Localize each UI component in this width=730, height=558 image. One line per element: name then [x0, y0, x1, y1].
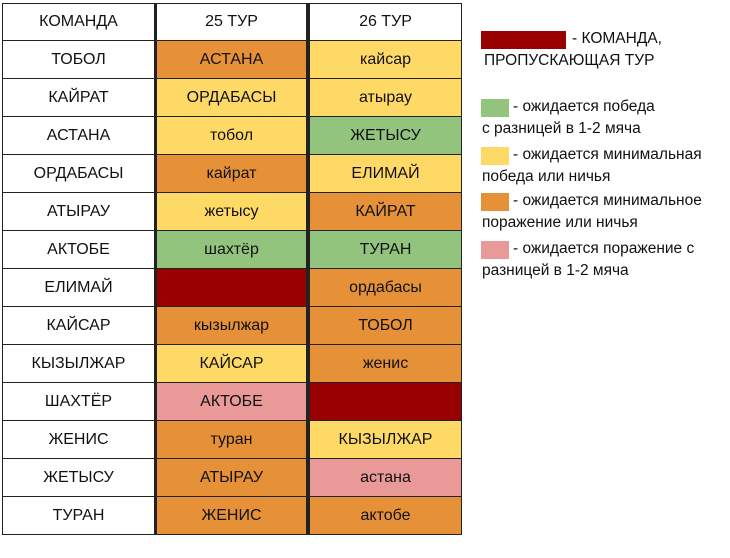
team-name-cell: ЕЛИМАЙ: [2, 269, 155, 307]
team-name-cell: КАЙСАР: [2, 307, 155, 345]
legend-swatch-darkred: [481, 31, 566, 49]
round-26-opponent-cell: астана: [308, 459, 462, 497]
team-name-cell: АСТАНА: [2, 117, 155, 155]
legend-swatch-pink: [481, 241, 509, 259]
team-name-cell: КАЙРАТ: [2, 79, 155, 117]
table-row: АТЫРАУ жетысу КАЙРАТ: [2, 193, 462, 231]
round-26-opponent-cell: ЖЕТЫСУ: [308, 117, 462, 155]
legend-swatch-orange: [481, 193, 509, 211]
legend-text-line1: - ожидается минимальная: [513, 146, 702, 163]
table-row: ТОБОЛ АСТАНА кайсар: [2, 41, 462, 79]
round-25-opponent-cell: АСТАНА: [155, 41, 308, 79]
header-round-26: 26 ТУР: [308, 3, 462, 41]
team-name-cell: АКТОБЕ: [2, 231, 155, 269]
round-26-opponent-cell: КАЙРАТ: [308, 193, 462, 231]
round-25-opponent-cell: КАЙСАР: [155, 345, 308, 383]
round-25-opponent-cell: шахтёр: [155, 231, 308, 269]
round-25-opponent-cell: туран: [155, 421, 308, 459]
table-row: ТУРАН ЖЕНИС актобе: [2, 497, 462, 535]
legend-text-line1: - ожидается победа: [513, 98, 655, 115]
round-26-opponent-cell: ТУРАН: [308, 231, 462, 269]
team-name-cell: КЫЗЫЛЖАР: [2, 345, 155, 383]
legend-text-line2: ПРОПУСКАЮЩАЯ ТУР: [484, 52, 655, 69]
round-25-opponent-cell: АКТОБЕ: [155, 383, 308, 421]
round-26-opponent-cell: женис: [308, 345, 462, 383]
header-team: КОМАНДА: [2, 3, 155, 41]
round-26-opponent-cell: актобе: [308, 497, 462, 535]
round-25-opponent-cell: кызылжар: [155, 307, 308, 345]
team-name-cell: ЖЕНИС: [2, 421, 155, 459]
table-row: КАЙРАТ ОРДАБАСЫ атырау: [2, 79, 462, 117]
legend-text-line1: - ожидается поражение с: [513, 240, 695, 257]
table-row: АСТАНА тобол ЖЕТЫСУ: [2, 117, 462, 155]
team-name-cell: ТУРАН: [2, 497, 155, 535]
round-25-opponent-cell: ЖЕНИС: [155, 497, 308, 535]
table-row: КАЙСАР кызылжар ТОБОЛ: [2, 307, 462, 345]
round-26-opponent-cell: ЕЛИМАЙ: [308, 155, 462, 193]
legend-text-line2: поражение или ничья: [482, 214, 638, 231]
table-row: ЕЛИМАЙ ордабасы: [2, 269, 462, 307]
header-round-25: 25 ТУР: [155, 3, 308, 41]
table-row: КЫЗЫЛЖАР КАЙСАР женис: [2, 345, 462, 383]
team-name-cell: ШАХТЁР: [2, 383, 155, 421]
team-name-cell: АТЫРАУ: [2, 193, 155, 231]
table-header-row: КОМАНДА 25 ТУР 26 ТУР: [2, 3, 462, 41]
table-row: ОРДАБАСЫ кайрат ЕЛИМАЙ: [2, 155, 462, 193]
legend-text-line1: - КОМАНДА,: [572, 30, 662, 47]
round-26-opponent-cell: [308, 383, 462, 421]
round-25-opponent-cell: тобол: [155, 117, 308, 155]
team-name-cell: ТОБОЛ: [2, 41, 155, 79]
legend-text-line2: с разницей в 1-2 мяча: [482, 120, 641, 137]
round-25-opponent-cell: АТЫРАУ: [155, 459, 308, 497]
team-name-cell: ОРДАБАСЫ: [2, 155, 155, 193]
table-row: ЖЕНИС туран КЫЗЫЛЖАР: [2, 421, 462, 459]
round-26-opponent-cell: атырау: [308, 79, 462, 117]
round-26-opponent-cell: КЫЗЫЛЖАР: [308, 421, 462, 459]
round-25-opponent-cell: [155, 269, 308, 307]
legend-swatch-yellow: [481, 147, 509, 165]
legend-text-line2: победа или ничья: [482, 168, 611, 185]
round-26-opponent-cell: ТОБОЛ: [308, 307, 462, 345]
legend-text-line2: разницей в 1-2 мяча: [482, 262, 629, 279]
round-25-opponent-cell: ОРДАБАСЫ: [155, 79, 308, 117]
table-row: ЖЕТЫСУ АТЫРАУ астана: [2, 459, 462, 497]
round-26-opponent-cell: кайсар: [308, 41, 462, 79]
table-row: ШАХТЁР АКТОБЕ: [2, 383, 462, 421]
round-25-opponent-cell: кайрат: [155, 155, 308, 193]
round-25-opponent-cell: жетысу: [155, 193, 308, 231]
legend-swatch-green: [481, 99, 509, 117]
round-26-opponent-cell: ордабасы: [308, 269, 462, 307]
team-name-cell: ЖЕТЫСУ: [2, 459, 155, 497]
legend-text-line1: - ожидается минимальное: [513, 192, 702, 209]
table-row: АКТОБЕ шахтёр ТУРАН: [2, 231, 462, 269]
